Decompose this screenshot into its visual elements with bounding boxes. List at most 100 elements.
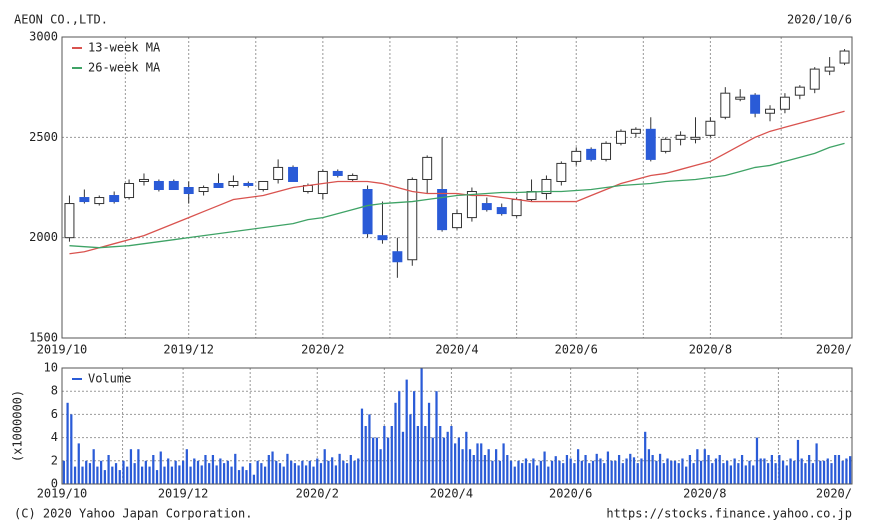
volume-bar [163,466,166,484]
volume-bar [569,458,572,484]
volume-bar [327,460,330,484]
x-tick-label: 2020/6 [555,343,598,357]
y-axis-title: (x1000000) [11,390,25,462]
volume-bar [487,449,490,484]
volume-bar [282,466,285,484]
candle-body [645,128,656,160]
volume-bar [368,414,371,484]
volume-bar [524,458,528,484]
volume-bar [323,449,326,484]
volume-bar [342,460,345,484]
candle-body [526,191,537,201]
volume-bar [528,463,531,484]
volume-bar [543,451,546,484]
candle-body [511,199,522,217]
volume-bar [588,463,591,484]
volume-bar [222,463,226,484]
volume-bar [815,443,818,484]
volume-bar [483,455,487,484]
volume-bar [148,466,151,484]
candle-body [288,166,299,182]
volume-bar [394,402,397,484]
volume-bar [439,426,442,484]
volume-bar [670,460,673,484]
volume-bar [73,466,77,484]
y-tick-label: 1500 [29,331,58,345]
x-tick-label: 2020/2 [301,343,344,357]
volume-bar [737,463,740,484]
candle-body [332,170,343,176]
candle-body [273,166,284,180]
volume-bar [763,458,766,484]
volume-bar [379,449,382,484]
x-tick-label: 2019/12 [163,343,214,357]
volume-bar [495,449,498,484]
candle-body [437,189,448,231]
candle-body [109,195,120,203]
candle-body [586,148,597,160]
volume-bar [383,426,386,484]
volume-bar [409,414,412,484]
volume-bar [830,463,833,484]
volume-bar [558,460,561,484]
y-tick-label: 6 [51,407,58,421]
volume-bar [808,455,811,484]
volume-bar [480,443,483,484]
volume-bar [267,455,270,484]
volume-bar [349,455,352,484]
volume-bar [304,465,308,484]
volume-bar [621,463,624,484]
volume-bar [781,460,785,484]
volume-bar [800,458,803,484]
candle-body [64,203,75,239]
volume-bar [617,455,621,484]
volume-bar [62,460,65,484]
candle-body [153,180,164,191]
volume-bar [390,426,393,484]
volume-bar [357,458,360,484]
volume-bar [599,458,602,484]
volume-bar [226,460,229,484]
volume-bar [811,463,814,484]
copyright: (C) 2020 Yahoo Japan Corporation. [14,507,252,521]
volume-bar [211,455,215,484]
volume-bar [532,458,535,484]
volume-bar [85,460,88,484]
source-url: https://stocks.finance.yahoo.co.jp [606,507,852,521]
candle-body [571,150,582,162]
volume-bar [580,460,583,484]
volume-bar [554,456,557,484]
x-tick-label: 2019/10 [37,343,88,357]
candle-body [556,162,567,182]
volume-bar [450,426,453,484]
volume-bar [193,458,196,484]
candle-body [168,180,179,191]
volume-bar [77,443,80,484]
volume-bar [845,458,848,484]
volume-bar [316,458,319,484]
volume-bar [826,458,829,484]
volume-bar [796,439,800,484]
y-tick-label: 2 [51,453,58,467]
volume-bar [591,460,595,484]
volume-bar [468,449,472,484]
volume-bar [372,437,375,484]
x-tick-label: 2020/8 [689,343,732,357]
volume-bar [640,458,643,484]
volume-bar [476,443,479,484]
volume-bar [129,449,133,484]
volume-bar [256,460,259,484]
x-tick-label: 2020/4 [430,487,473,501]
candle-body [347,174,358,180]
candle-body [720,92,731,118]
volume-bar [547,466,550,484]
volume-bar [364,426,367,484]
volume-bar [688,455,692,484]
volume-bar [629,453,632,484]
candle-body [809,68,820,90]
volume-bar [375,437,378,484]
volume-bar [435,391,438,484]
volume-bar [726,460,729,484]
volume-bar [196,460,200,484]
volume-bar [819,460,822,484]
